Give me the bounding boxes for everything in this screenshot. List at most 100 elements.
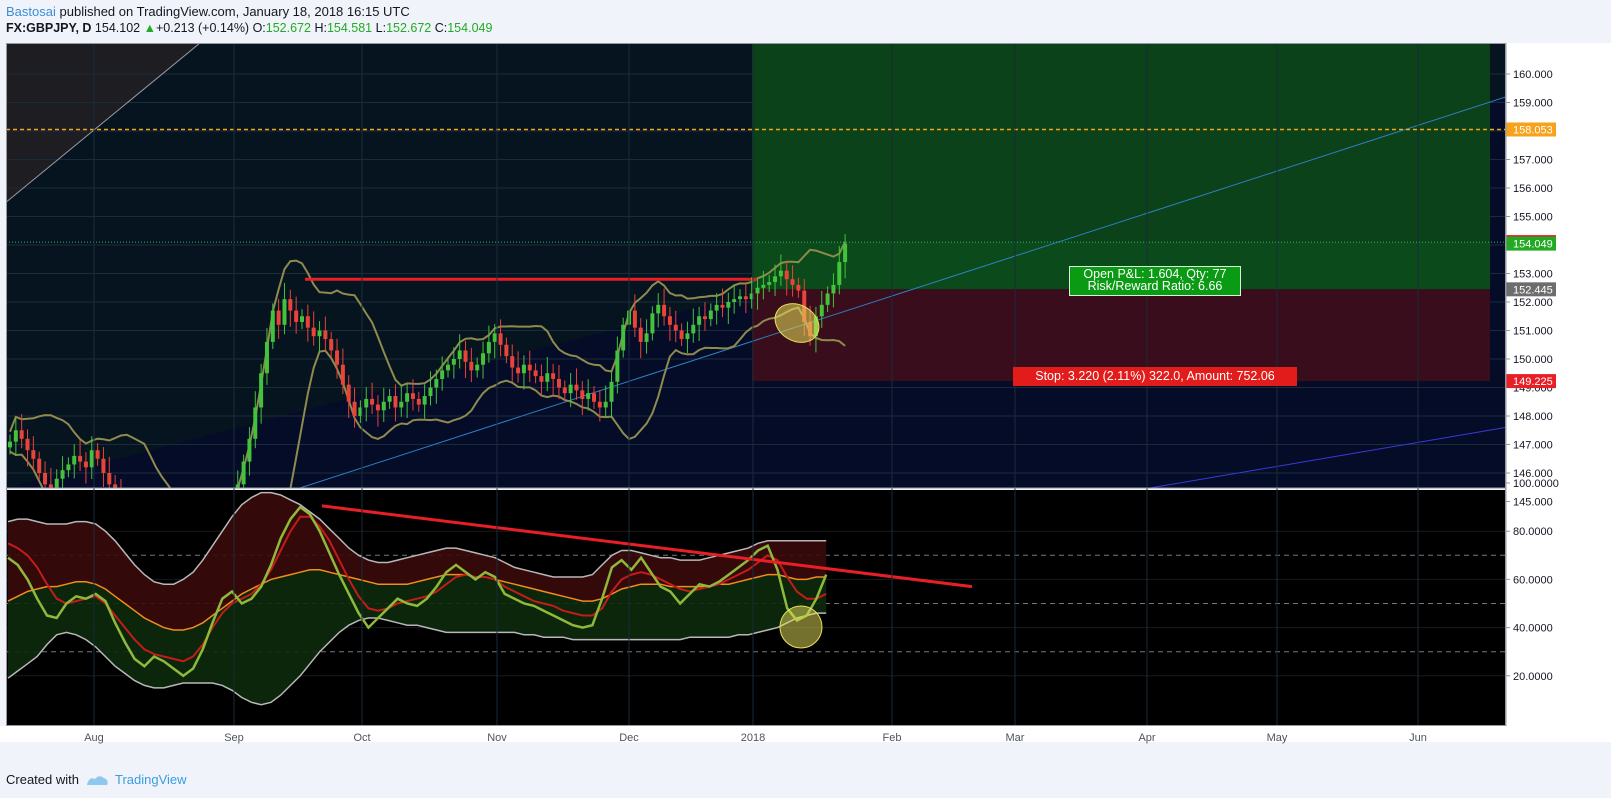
candle-body bbox=[679, 330, 684, 340]
candle-body bbox=[375, 404, 380, 411]
candle-body bbox=[597, 401, 602, 408]
candle-body bbox=[825, 293, 830, 305]
footer: Created with TradingView bbox=[6, 772, 187, 787]
candle-body bbox=[720, 304, 725, 308]
time-label-jun: Jun bbox=[1409, 732, 1427, 744]
price-tick-label: 151.000 bbox=[1513, 326, 1553, 338]
candle-body bbox=[340, 364, 345, 385]
lower-trendline bbox=[1149, 426, 1506, 488]
time-label-feb: Feb bbox=[883, 732, 902, 744]
candle-body bbox=[270, 310, 275, 342]
high-value: 154.581 bbox=[326, 21, 373, 35]
price-tick-label: 160.000 bbox=[1513, 69, 1553, 81]
candle-body bbox=[451, 359, 456, 365]
tradingview-link[interactable]: TradingView bbox=[114, 772, 187, 787]
candle-body bbox=[673, 324, 678, 331]
open-label: O: bbox=[252, 21, 266, 35]
osc-rsi-line bbox=[7, 505, 828, 678]
price-plot bbox=[6, 43, 1506, 488]
candle-body bbox=[492, 333, 497, 342]
candle-body bbox=[113, 484, 118, 488]
candle-body bbox=[749, 293, 754, 300]
price-highlight-ellipse bbox=[774, 303, 820, 343]
time-label-sep: Sep bbox=[224, 732, 244, 744]
price-tick-label: 153.000 bbox=[1513, 269, 1553, 281]
symbol-label: FX:GBPJPY, D bbox=[6, 21, 92, 35]
candle-body bbox=[533, 370, 538, 377]
time-label-oct: Oct bbox=[353, 732, 370, 744]
candle-body bbox=[691, 324, 696, 334]
price-marker-bg bbox=[1506, 374, 1556, 389]
bollinger-upper bbox=[9, 241, 846, 488]
loss-zone bbox=[752, 289, 1490, 382]
candle-body bbox=[545, 373, 550, 382]
price-tick-label: 156.000 bbox=[1513, 183, 1553, 195]
candle-body bbox=[486, 341, 491, 354]
candle-body bbox=[440, 370, 445, 379]
candle-body bbox=[317, 330, 322, 337]
candle-body bbox=[335, 350, 340, 365]
candle-body bbox=[346, 384, 351, 402]
candle-body bbox=[819, 304, 824, 317]
candle-body bbox=[662, 304, 667, 317]
osc-tick-label: 20.0000 bbox=[1513, 671, 1553, 683]
open-pl-text: Open P&L: 1.604, Qty: 77 bbox=[1083, 267, 1227, 281]
price-tick-label: 155.000 bbox=[1513, 212, 1553, 224]
candle-body bbox=[784, 270, 789, 280]
candle-body bbox=[592, 393, 596, 402]
candle-body bbox=[8, 441, 12, 448]
candle-body bbox=[667, 316, 672, 325]
candle-body bbox=[609, 381, 614, 402]
price-tick-label: 146.000 bbox=[1513, 468, 1553, 480]
price-marker-bg bbox=[1506, 282, 1556, 297]
candle-body bbox=[48, 484, 53, 488]
candle-body bbox=[615, 350, 620, 382]
candle-body bbox=[498, 333, 503, 345]
author-link[interactable]: Bastosai bbox=[6, 4, 56, 19]
candle-body bbox=[743, 296, 748, 300]
osc-tick-label: 60.0000 bbox=[1513, 574, 1553, 586]
candle-body bbox=[13, 430, 18, 442]
candle-body bbox=[475, 364, 480, 371]
candle-body bbox=[837, 262, 842, 285]
open-value: 152.672 bbox=[265, 21, 311, 35]
price-tick-label: 150.000 bbox=[1513, 354, 1553, 366]
bollinger-lower bbox=[9, 306, 846, 488]
candle-body bbox=[644, 333, 649, 342]
close-value: 154.049 bbox=[447, 21, 493, 35]
price-tick-label: 147.000 bbox=[1513, 440, 1553, 452]
candle-body bbox=[78, 455, 83, 462]
price-marker-label: 158.053 bbox=[1513, 124, 1553, 136]
candle-body bbox=[364, 398, 369, 408]
candle-body bbox=[504, 344, 509, 357]
price-marker-bg bbox=[1506, 236, 1556, 251]
low-label: L: bbox=[375, 21, 387, 35]
price-change: +0.213 (+0.14%) bbox=[155, 21, 250, 35]
candle-body bbox=[586, 393, 591, 399]
candle-body bbox=[551, 373, 556, 379]
price-marker-label: 152.445 bbox=[1513, 284, 1553, 296]
candle-body bbox=[107, 473, 112, 485]
osc-lower-fill bbox=[8, 569, 827, 705]
candle-body bbox=[54, 478, 59, 488]
osc-tick-label: 40.0000 bbox=[1513, 623, 1553, 635]
candle-body bbox=[446, 364, 450, 371]
candle-body bbox=[516, 367, 521, 374]
candle-body bbox=[463, 350, 468, 362]
candle-body bbox=[300, 316, 304, 322]
candle-body bbox=[621, 324, 626, 351]
candle-body bbox=[282, 299, 287, 325]
time-label-nov: Nov bbox=[487, 732, 507, 744]
candle-body bbox=[638, 327, 643, 342]
candle-body bbox=[66, 464, 71, 471]
candle-body bbox=[399, 401, 404, 408]
open-pl-label: Open P&L: 1.604, Qty: 77 Risk/Reward Rat… bbox=[1069, 266, 1241, 296]
candle-body bbox=[323, 330, 328, 340]
high-label: H: bbox=[314, 21, 327, 35]
osc-upper-band bbox=[7, 491, 827, 585]
candle-body bbox=[264, 341, 269, 374]
candle-body bbox=[241, 461, 246, 485]
stop-label: Stop: 3.220 (2.11%) 322.0, Amount: 752.0… bbox=[1013, 367, 1297, 386]
candle-body bbox=[352, 401, 357, 416]
